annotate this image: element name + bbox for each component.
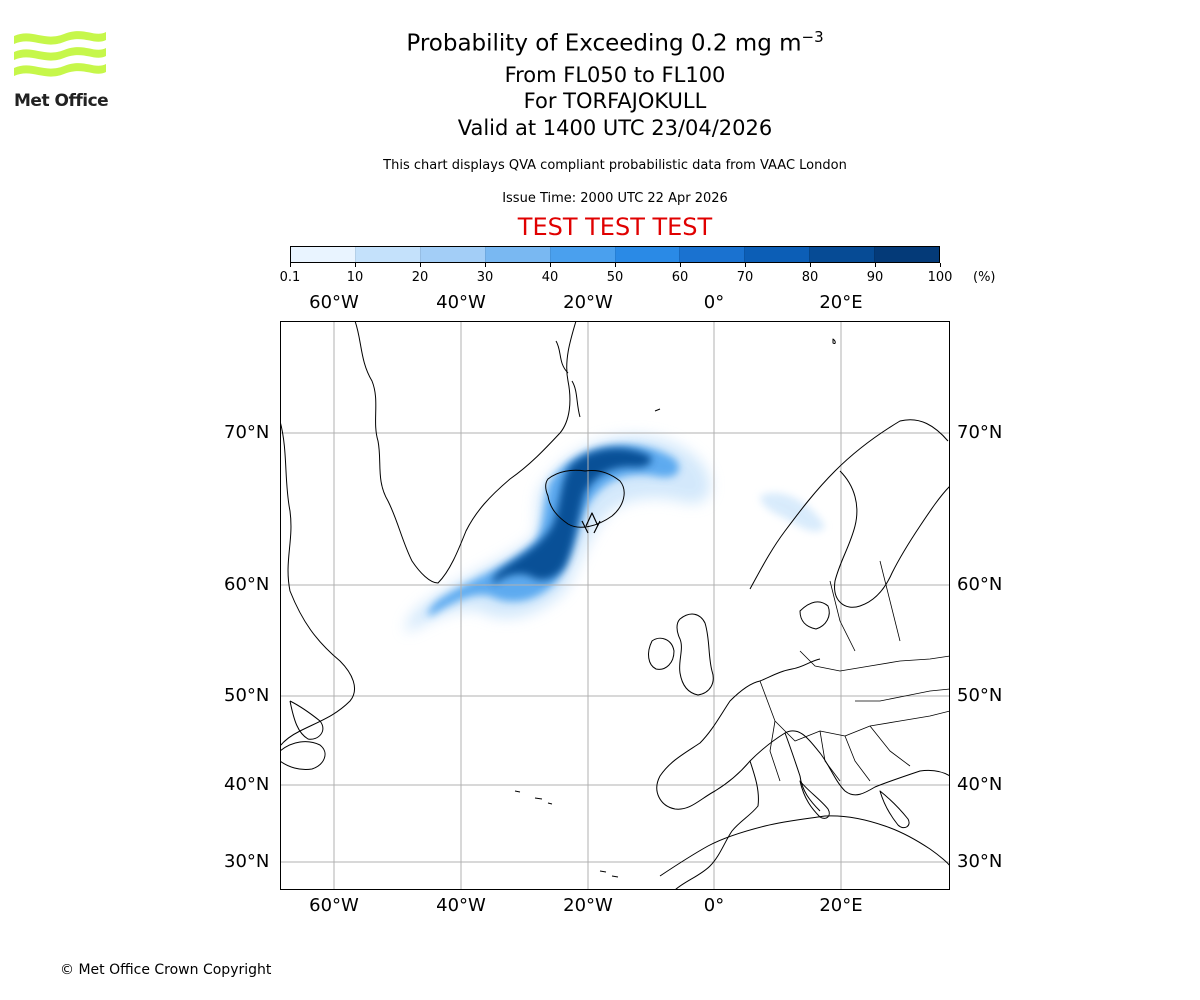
- colorbar-tick-label: 30: [476, 270, 494, 285]
- colorbar: [290, 246, 940, 263]
- map-frame: [280, 321, 950, 890]
- lon-label: 60°W: [309, 895, 359, 916]
- colorbar-tick-mark: [875, 263, 876, 267]
- iceland-coast: [545, 469, 625, 528]
- europe-coast: [656, 658, 950, 810]
- colorbar-swatch: [419, 247, 485, 262]
- map-canvas: [280, 321, 950, 890]
- copyright-notice: © Met Office Crown Copyright: [60, 962, 272, 978]
- volcano-marker-icon: [581, 512, 601, 534]
- lat-label: 30°N: [224, 851, 270, 872]
- logo-text: Met Office: [14, 91, 109, 111]
- colorbar-tick-label: 10: [346, 270, 364, 285]
- colorbar-tick-mark: [940, 263, 941, 267]
- colorbar-tick-label: 100: [927, 270, 953, 285]
- ash-plume: [405, 435, 825, 632]
- colorbar-tick-mark: [355, 263, 356, 267]
- lon-label: 40°W: [436, 292, 486, 313]
- issue-time: Issue Time: 2000 UTC 22 Apr 2026: [502, 191, 728, 206]
- national-borders: [759, 560, 950, 782]
- lon-label: 0°: [703, 292, 725, 313]
- colorbar-swatch: [679, 247, 745, 262]
- title-volcano: For TORFAJOKULL: [523, 89, 707, 113]
- lat-label: 50°N: [224, 685, 270, 706]
- colorbar-tick-mark: [615, 263, 616, 267]
- lat-label: 40°N: [957, 774, 1003, 795]
- colorbar-swatch: [291, 247, 355, 262]
- lat-label: 60°N: [957, 574, 1003, 595]
- colorbar-tick-label: 0.1: [279, 270, 301, 285]
- lat-label: 70°N: [957, 422, 1003, 443]
- scandinavia-coast: [749, 419, 950, 608]
- colorbar-swatch: [744, 247, 810, 262]
- lon-label: 20°W: [563, 895, 613, 916]
- colorbar-tick-label: 90: [866, 270, 884, 285]
- graticule: [280, 321, 950, 890]
- lon-label: 20°W: [563, 292, 613, 313]
- colorbar-swatch: [484, 247, 550, 262]
- colorbar-swatch: [809, 247, 875, 262]
- colorbar-swatch: [354, 247, 420, 262]
- colorbar-tick-mark: [745, 263, 746, 267]
- title-valid-time: Valid at 1400 UTC 23/04/2026: [457, 116, 773, 140]
- colorbar-tick-mark: [420, 263, 421, 267]
- colorbar-tick-label: 60: [671, 270, 689, 285]
- colorbar-tick-mark: [680, 263, 681, 267]
- colorbar-units: (%): [973, 270, 996, 285]
- lon-label: 40°W: [436, 895, 486, 916]
- lon-label: 20°E: [819, 895, 863, 916]
- coastlines: [280, 321, 950, 890]
- colorbar-tick-label: 40: [541, 270, 559, 285]
- colorbar-swatch: [874, 247, 940, 262]
- greenland-coast: [354, 321, 577, 584]
- colorbar-tick-label: 70: [736, 270, 754, 285]
- test-banner: TEST TEST TEST: [517, 213, 713, 241]
- title-exponent: −3: [801, 28, 824, 46]
- lat-label: 60°N: [224, 574, 270, 595]
- british-isles-coast: [676, 613, 714, 696]
- met-office-logo-icon: [14, 31, 106, 77]
- colorbar-tick-mark: [485, 263, 486, 267]
- colorbar-tick-label: 20: [411, 270, 429, 285]
- title-flight-levels: From FL050 to FL100: [504, 63, 726, 87]
- azores-islands: [514, 790, 553, 805]
- colorbar-swatch: [549, 247, 615, 262]
- subtitle: This chart displays QVA compliant probab…: [383, 158, 847, 173]
- colorbar-tick-mark: [810, 263, 811, 267]
- lat-label: 30°N: [957, 851, 1003, 872]
- colorbar-tick-label: 50: [606, 270, 624, 285]
- lat-label: 70°N: [224, 422, 270, 443]
- north-africa-coast: [659, 815, 950, 877]
- lon-label: 60°W: [309, 292, 359, 313]
- colorbar-tick-label: 80: [801, 270, 819, 285]
- lon-label: 20°E: [819, 292, 863, 313]
- colorbar-swatch: [614, 247, 680, 262]
- lat-label: 50°N: [957, 685, 1003, 706]
- colorbar-tick-mark: [550, 263, 551, 267]
- plume-core: [492, 448, 652, 584]
- plume-fringe: [760, 492, 825, 532]
- title-prefix: Probability of Exceeding 0.2 mg m: [406, 30, 802, 57]
- colorbar-tick-mark: [290, 263, 291, 267]
- lon-label: 0°: [703, 895, 725, 916]
- chart-title: Probability of Exceeding 0.2 mg m−3: [0, 28, 1200, 57]
- lat-label: 40°N: [224, 774, 270, 795]
